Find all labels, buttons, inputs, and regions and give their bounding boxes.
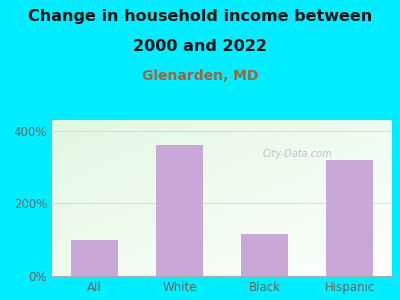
Text: Change in household income between: Change in household income between: [28, 9, 372, 24]
Text: 2000 and 2022: 2000 and 2022: [133, 39, 267, 54]
Bar: [241, 234, 288, 276]
Bar: [326, 160, 373, 276]
Text: City-Data.com: City-Data.com: [263, 149, 332, 159]
Bar: [156, 146, 203, 276]
Bar: [71, 240, 118, 276]
Text: Glenarden, MD: Glenarden, MD: [142, 69, 258, 83]
